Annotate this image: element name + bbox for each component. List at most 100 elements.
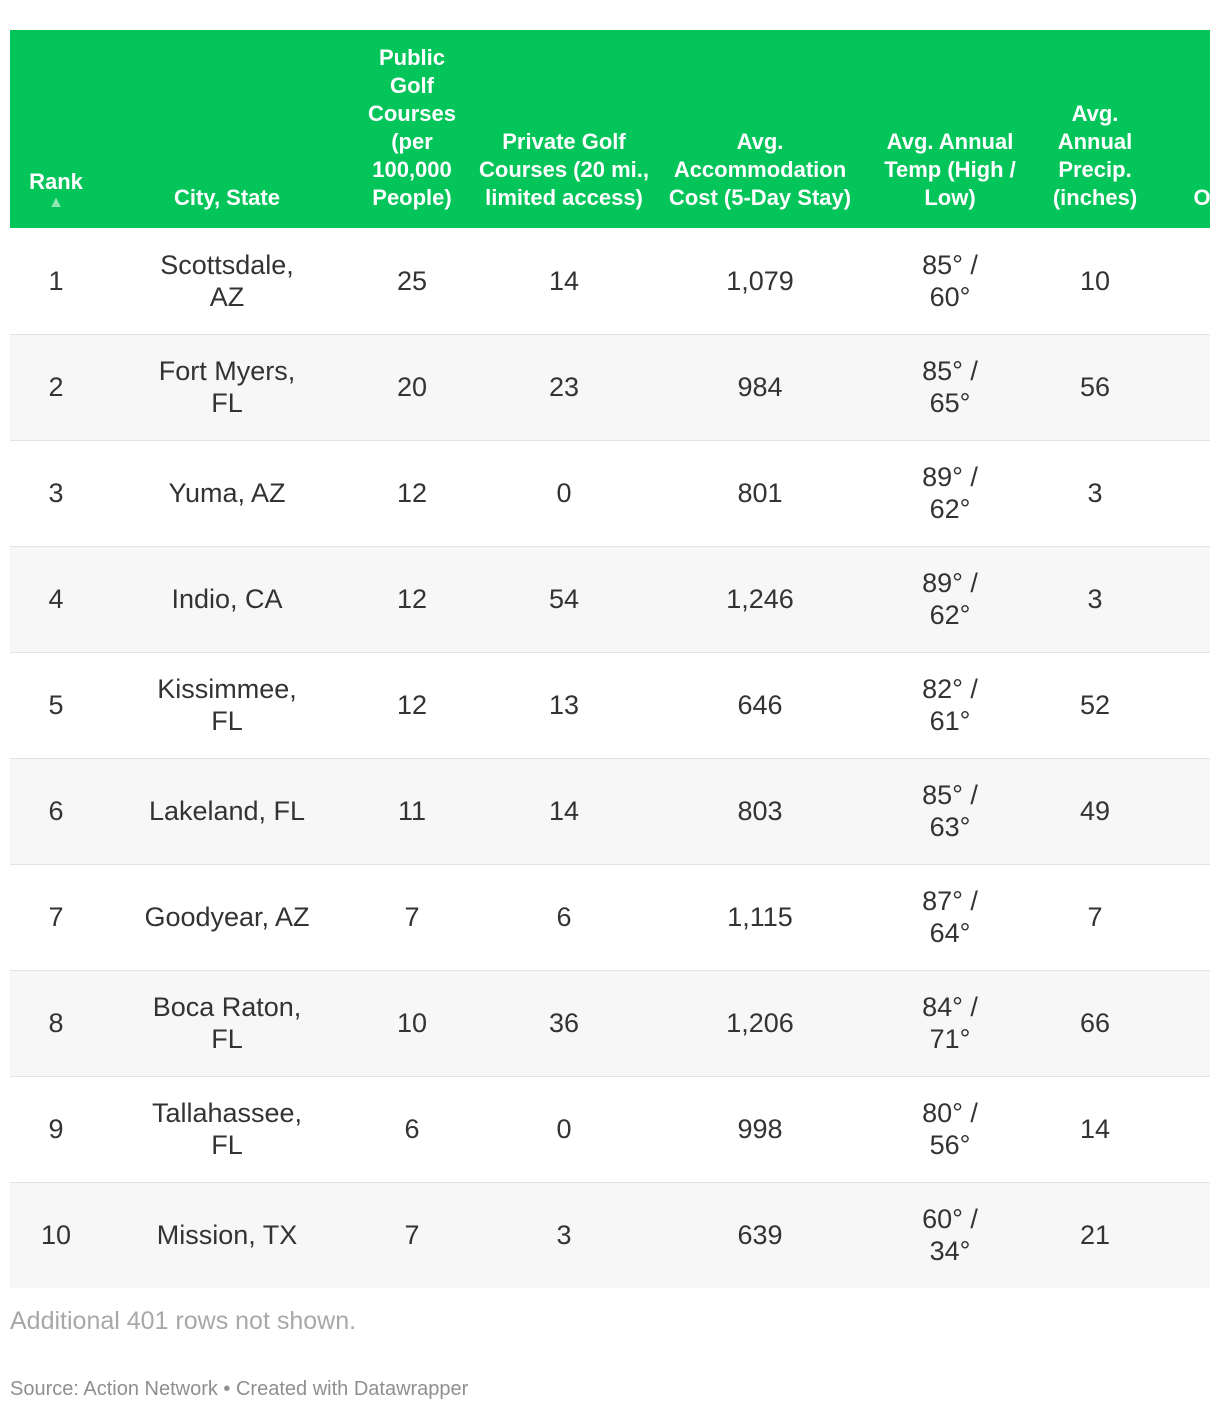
cell-private-courses: 0	[472, 440, 656, 547]
cell-overflow	[1154, 758, 1210, 865]
column-header-annual-precip[interactable]: Avg. Annual Precip. (inches)	[1036, 30, 1154, 228]
cell-annual-precip: 3	[1036, 440, 1154, 547]
cell-city: Indio, CA	[102, 546, 352, 653]
cell-accommodation-cost: 998	[656, 1076, 864, 1183]
cell-accommodation-cost: 1,079	[656, 228, 864, 335]
cell-overflow	[1154, 1182, 1210, 1288]
cell-annual-temp: 60° / 34°	[864, 1182, 1036, 1288]
cell-city: Fort Myers, FL	[102, 334, 352, 441]
cell-annual-temp: 80° / 56°	[864, 1076, 1036, 1183]
table-header: Rank ▲ City, State Public Golf Courses (…	[10, 30, 1210, 228]
source-credit: Source: Action Network • Created with Da…	[10, 1378, 469, 1400]
column-header-private-courses[interactable]: Private Golf Courses (20 mi., limited ac…	[472, 30, 656, 228]
cell-overflow	[1154, 652, 1210, 759]
table-row: 6 Lakeland, FL 11 14 803 85° / 63° 49	[10, 758, 1210, 865]
cell-annual-precip: 21	[1036, 1182, 1154, 1288]
cell-rank: 7	[10, 864, 102, 971]
column-header-label: Public Golf Courses (per 100,000 People)	[367, 45, 457, 210]
column-header-label: Avg. Annual Temp (High / Low)	[884, 129, 1016, 210]
cell-city: Scottsdale, AZ	[102, 228, 352, 335]
cell-accommodation-cost: 984	[656, 334, 864, 441]
column-header-accommodation-cost[interactable]: Avg. Accommodation Cost (5-Day Stay)	[656, 30, 864, 228]
cell-city: Lakeland, FL	[102, 758, 352, 865]
column-header-label: Avg. Annual Precip. (inches)	[1052, 101, 1138, 210]
cell-public-courses: 25	[352, 228, 472, 335]
column-header-overflow[interactable]: O	[1154, 30, 1210, 228]
table-row: 10 Mission, TX 7 3 639 60° / 34° 21	[10, 1182, 1210, 1288]
cell-public-courses: 10	[352, 970, 472, 1077]
cell-rank: 3	[10, 440, 102, 547]
cell-rank: 6	[10, 758, 102, 865]
cell-private-courses: 23	[472, 334, 656, 441]
column-header-city[interactable]: City, State	[102, 30, 352, 228]
cell-accommodation-cost: 1,206	[656, 970, 864, 1077]
cell-private-courses: 13	[472, 652, 656, 759]
cell-annual-precip: 10	[1036, 228, 1154, 335]
table-row: 5 Kissimmee, FL 12 13 646 82° / 61° 52	[10, 652, 1210, 759]
cell-public-courses: 6	[352, 1076, 472, 1183]
cell-annual-temp: 82° / 61°	[864, 652, 1036, 759]
cell-accommodation-cost: 646	[656, 652, 864, 759]
cell-city: Boca Raton, FL	[102, 970, 352, 1077]
cell-private-courses: 6	[472, 864, 656, 971]
table-row: 3 Yuma, AZ 12 0 801 89° / 62° 3	[10, 440, 1210, 547]
cell-private-courses: 14	[472, 758, 656, 865]
cell-public-courses: 12	[352, 546, 472, 653]
cell-annual-precip: 66	[1036, 970, 1154, 1077]
cell-annual-temp: 89° / 62°	[864, 546, 1036, 653]
cell-rank: 4	[10, 546, 102, 653]
column-header-label: Rank	[29, 169, 83, 194]
cell-annual-precip: 14	[1036, 1076, 1154, 1183]
cell-public-courses: 7	[352, 1182, 472, 1288]
cell-accommodation-cost: 1,246	[656, 546, 864, 653]
cell-public-courses: 20	[352, 334, 472, 441]
table-row: 4 Indio, CA 12 54 1,246 89° / 62° 3	[10, 546, 1210, 653]
cell-public-courses: 12	[352, 652, 472, 759]
cell-private-courses: 0	[472, 1076, 656, 1183]
cell-rank: 9	[10, 1076, 102, 1183]
column-header-annual-temp[interactable]: Avg. Annual Temp (High / Low)	[864, 30, 1036, 228]
cell-annual-temp: 84° / 71°	[864, 970, 1036, 1077]
cell-overflow	[1154, 1076, 1210, 1183]
cell-city: Yuma, AZ	[102, 440, 352, 547]
sort-ascending-icon: ▲	[48, 194, 64, 211]
table-row: 7 Goodyear, AZ 7 6 1,115 87° / 64° 7	[10, 864, 1210, 971]
cell-overflow	[1154, 228, 1210, 335]
cell-private-courses: 3	[472, 1182, 656, 1288]
cell-city: Mission, TX	[102, 1182, 352, 1288]
cell-overflow	[1154, 440, 1210, 547]
cell-city: Goodyear, AZ	[102, 864, 352, 971]
cell-public-courses: 7	[352, 864, 472, 971]
cell-public-courses: 12	[352, 440, 472, 547]
cell-annual-temp: 85° / 63°	[864, 758, 1036, 865]
cell-private-courses: 36	[472, 970, 656, 1077]
cell-rank: 5	[10, 652, 102, 759]
cell-annual-temp: 87° / 64°	[864, 864, 1036, 971]
cell-private-courses: 54	[472, 546, 656, 653]
table-row: 8 Boca Raton, FL 10 36 1,206 84° / 71° 66	[10, 970, 1210, 1077]
column-header-label: City, State	[174, 185, 280, 210]
column-header-rank[interactable]: Rank ▲	[10, 30, 102, 228]
cell-accommodation-cost: 803	[656, 758, 864, 865]
cell-rank: 2	[10, 334, 102, 441]
column-header-label: Private Golf Courses (20 mi., limited ac…	[479, 129, 649, 210]
cell-accommodation-cost: 1,115	[656, 864, 864, 971]
rows-hidden-note: Additional 401 rows not shown.	[10, 1307, 357, 1335]
table-row: 2 Fort Myers, FL 20 23 984 85° / 65° 56	[10, 334, 1210, 441]
cell-overflow	[1154, 546, 1210, 653]
golf-cities-table: Rank ▲ City, State Public Golf Courses (…	[10, 30, 1210, 1288]
cell-annual-precip: 52	[1036, 652, 1154, 759]
cell-accommodation-cost: 639	[656, 1182, 864, 1288]
cell-rank: 8	[10, 970, 102, 1077]
column-header-public-courses[interactable]: Public Golf Courses (per 100,000 People)	[352, 30, 472, 228]
cell-overflow	[1154, 334, 1210, 441]
cell-annual-precip: 3	[1036, 546, 1154, 653]
cell-annual-precip: 49	[1036, 758, 1154, 865]
cell-city: Tallahassee, FL	[102, 1076, 352, 1183]
cell-overflow	[1154, 864, 1210, 971]
table-row: 1 Scottsdale, AZ 25 14 1,079 85° / 60° 10	[10, 228, 1210, 335]
cell-overflow	[1154, 970, 1210, 1077]
cell-annual-precip: 7	[1036, 864, 1154, 971]
cell-rank: 10	[10, 1182, 102, 1288]
cell-rank: 1	[10, 228, 102, 335]
